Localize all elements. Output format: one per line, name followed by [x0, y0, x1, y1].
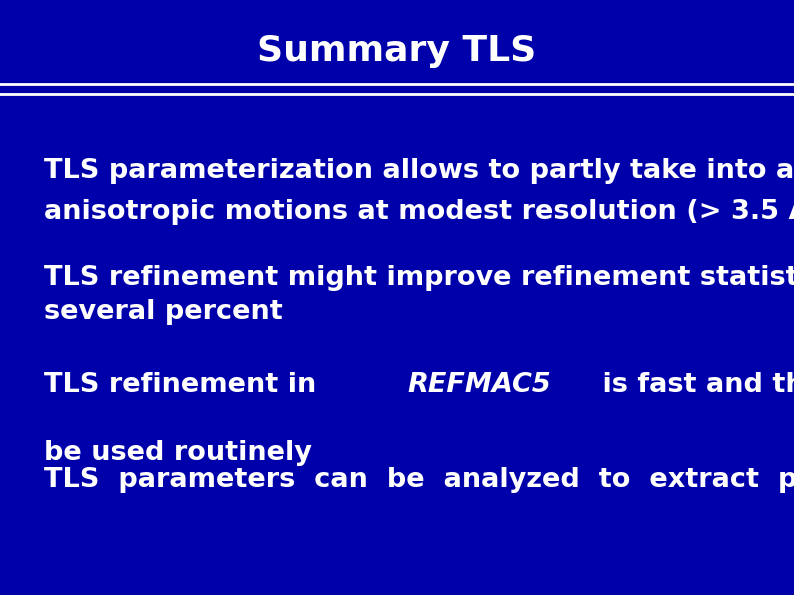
Text: be used routinely: be used routinely [44, 440, 311, 466]
Text: REFMAC5: REFMAC5 [407, 372, 551, 398]
Text: TLS refinement in: TLS refinement in [44, 372, 326, 398]
Text: TLS  parameters  can  be  analyzed  to  extract  physical: TLS parameters can be analyzed to extrac… [44, 467, 794, 493]
Text: TLS refinement might improve refinement statistics of
several percent: TLS refinement might improve refinement … [44, 265, 794, 325]
Text: TLS parameterization allows to partly take into account
anisotropic motions at m: TLS parameterization allows to partly ta… [44, 158, 794, 225]
Text: is fast and therefore can: is fast and therefore can [592, 372, 794, 398]
Text: Summary TLS: Summary TLS [257, 33, 537, 68]
